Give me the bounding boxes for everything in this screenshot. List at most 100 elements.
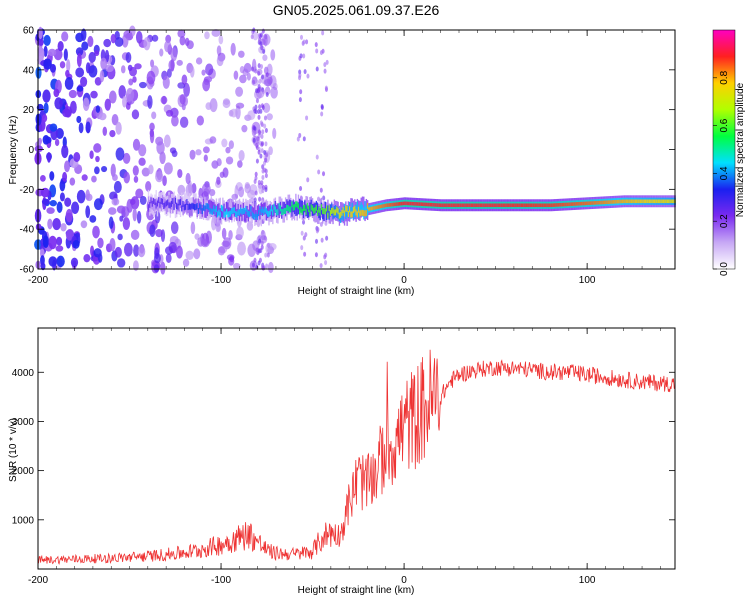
spectrogram-cell bbox=[120, 65, 126, 74]
spectrogram-cell bbox=[218, 34, 224, 45]
ridge-cell bbox=[520, 203, 523, 208]
spectrogram-cell bbox=[319, 263, 323, 269]
spectrogram-cell bbox=[56, 201, 63, 213]
spectrogram-cell bbox=[259, 64, 263, 70]
spectrogram-cell bbox=[299, 89, 303, 95]
ridge-cell bbox=[158, 200, 160, 213]
spectrogram-cell bbox=[109, 129, 116, 138]
ridge-cell bbox=[673, 199, 675, 204]
spectrogram-cell bbox=[35, 113, 42, 126]
ridge-cell bbox=[183, 204, 186, 211]
spectrogram-cell bbox=[302, 235, 306, 241]
ridge-cell bbox=[187, 204, 189, 211]
x-tick-label: 100 bbox=[579, 575, 596, 586]
ridge-cell bbox=[324, 208, 327, 215]
spectrogram-cell bbox=[261, 89, 265, 95]
ridge-cell bbox=[428, 202, 430, 207]
ridge-cell bbox=[409, 201, 411, 206]
ridge-cell bbox=[205, 206, 207, 219]
ridge-cell bbox=[351, 202, 353, 215]
spectrogram-cell bbox=[179, 116, 189, 128]
colorbar-tick-label: 0.6 bbox=[719, 118, 730, 132]
ridge-cell bbox=[236, 211, 238, 218]
ridge-cell bbox=[306, 202, 309, 209]
ridge-cell bbox=[552, 203, 555, 207]
ridge-cell bbox=[515, 203, 517, 208]
spectrogram-cell bbox=[260, 44, 264, 50]
ridge-cell bbox=[270, 205, 273, 212]
y-tick-label: 20 bbox=[23, 105, 35, 116]
snr-ticks: -200 -100 0 100 1000 2000 3000 4000 bbox=[12, 328, 675, 586]
ridge-cell bbox=[179, 199, 182, 206]
y-tick-label: -20 bbox=[20, 185, 35, 196]
spectrogram-cell bbox=[258, 238, 262, 244]
spectrogram-cell bbox=[325, 235, 329, 241]
spectrogram-cell bbox=[153, 264, 160, 273]
ridge-cell bbox=[266, 210, 269, 217]
ridge-cell bbox=[351, 211, 353, 218]
ridge-cell bbox=[345, 205, 347, 212]
ridge-cell bbox=[205, 203, 207, 210]
ridge-cell bbox=[206, 204, 209, 217]
ridge-cell bbox=[504, 203, 506, 208]
spectrogram-cell bbox=[59, 61, 66, 69]
spectrogram-cell bbox=[54, 97, 63, 110]
ridge-cell bbox=[533, 203, 535, 208]
ridge-cell bbox=[488, 203, 491, 208]
ridge-cell bbox=[256, 205, 259, 218]
spectrogram-cell bbox=[258, 196, 262, 202]
spectrogram-cell bbox=[52, 217, 61, 231]
ridge-cell bbox=[354, 205, 356, 212]
ridge-cell bbox=[309, 202, 311, 215]
ridge-cell bbox=[209, 207, 211, 214]
spectrogram-cell bbox=[305, 115, 309, 121]
spectrogram-cell bbox=[257, 248, 261, 254]
spectrogram-cell bbox=[116, 258, 126, 268]
spectrogram-cell bbox=[259, 32, 263, 38]
ridge-cell bbox=[155, 202, 157, 209]
ridge-cell bbox=[197, 198, 200, 211]
ridge-cell bbox=[586, 201, 588, 206]
ridge-cell bbox=[173, 204, 175, 211]
spectrogram-cell bbox=[315, 238, 319, 244]
spectrogram-cell bbox=[131, 109, 140, 120]
snr-background bbox=[38, 328, 675, 569]
spectrogram-cell bbox=[162, 75, 170, 89]
spectrogram-cell bbox=[129, 66, 137, 77]
spectrogram-cell bbox=[80, 28, 87, 41]
ridge-cell bbox=[231, 208, 233, 215]
spectrogram-cell bbox=[255, 98, 259, 104]
ridge-cell bbox=[357, 206, 360, 213]
ridge-cell bbox=[606, 200, 608, 205]
spectrogram-cell bbox=[205, 102, 212, 110]
spectrogram-cell bbox=[222, 99, 231, 109]
spectrogram-cell bbox=[259, 108, 263, 114]
ridge-cell bbox=[646, 199, 648, 204]
spectrogram-cell bbox=[257, 149, 261, 155]
spectrogram-cell bbox=[315, 154, 319, 160]
ridge-cell bbox=[300, 206, 302, 213]
spectrogram-cell bbox=[128, 78, 134, 86]
ridge-cell bbox=[510, 203, 512, 208]
spectrogram-cell bbox=[43, 34, 51, 46]
spectrogram-cell bbox=[139, 81, 147, 89]
spectrogram-cell bbox=[185, 172, 191, 185]
ridge-cell bbox=[370, 206, 373, 211]
ridge-cell bbox=[313, 207, 315, 214]
ridge-cell bbox=[379, 204, 382, 209]
spectrogram-cell bbox=[34, 145, 43, 153]
ridge-cell bbox=[293, 203, 296, 210]
ridge-cell bbox=[176, 203, 178, 210]
ridge-cell bbox=[274, 206, 277, 213]
ridge-cell bbox=[246, 209, 248, 216]
ridge-cell bbox=[387, 203, 389, 207]
ridge-cell bbox=[614, 200, 616, 204]
spectrogram-cell bbox=[177, 29, 186, 38]
ridge-cell bbox=[306, 206, 309, 219]
spectrogram-cell bbox=[110, 163, 116, 178]
ridge-cell bbox=[161, 198, 164, 205]
spectrogram-cell bbox=[112, 174, 118, 182]
spectrogram-cell bbox=[302, 219, 306, 225]
ridge-cell bbox=[671, 199, 674, 204]
